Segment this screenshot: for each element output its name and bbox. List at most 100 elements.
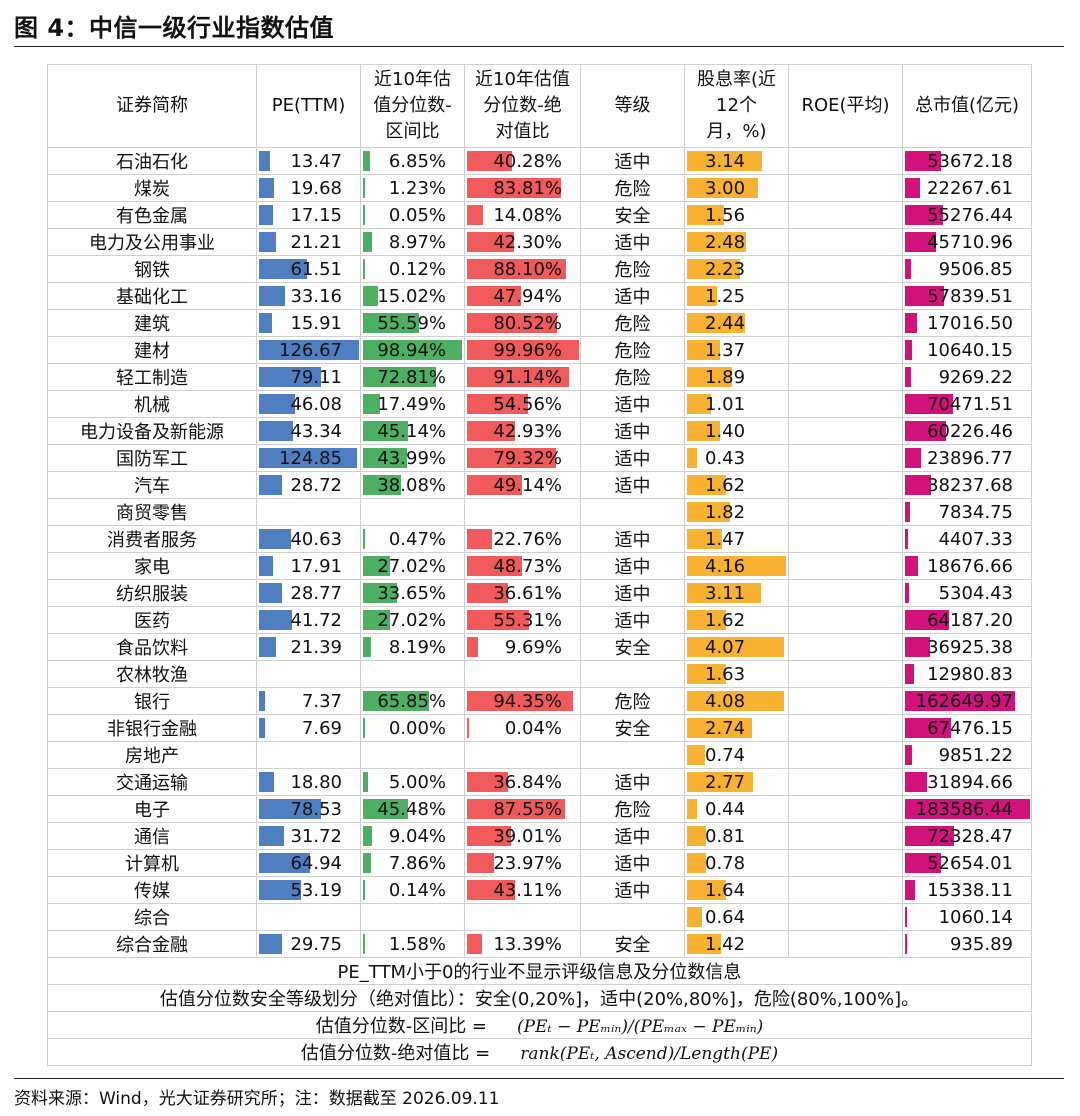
cell-grade: 适中 [580,282,685,310]
cell-dividend: 4.07 [684,633,789,661]
interval-value: 33.65% [377,582,446,604]
interval-bar [363,610,391,630]
cell-interval: 72.81% [360,363,465,391]
mcap-bar [905,475,931,495]
cell-pe [256,903,361,931]
table-row: 医药 41.72 27.02% 55.31% 适中 1.62 64187.20 [47,606,1032,634]
cell-grade: 危险 [580,336,685,364]
cell-pe: 19.68 [256,174,361,202]
cell-roe [788,444,903,472]
absolute-value: 39.01% [493,825,562,847]
dividend-value: 1.64 [705,879,746,901]
dividend-bar [687,448,698,468]
pe-bar [259,178,275,198]
dividend-value: 0.64 [705,906,746,928]
cell-grade [580,903,685,931]
table-row: 农林牧渔 1.63 12980.83 [47,660,1032,688]
cell-dividend: 2.44 [684,309,789,337]
cell-interval: 8.97% [360,228,465,256]
cell-interval: 1.23% [360,174,465,202]
absolute-bar [467,178,561,198]
interval-value: 98.94% [377,339,446,361]
table-row: 电力设备及新能源 43.34 45.14% 42.93% 适中 1.40 60226.46 [47,417,1032,445]
cell-mcap: 67476.15 [902,714,1032,742]
cell-roe [788,822,903,850]
cell-name: 房地产 [47,741,257,769]
cell-dividend: 2.48 [684,228,789,256]
col-header-mcap: 总市值(亿元) [902,64,1032,148]
absolute-value: 36.84% [493,771,562,793]
cell-roe [788,741,903,769]
cell-pe: 7.69 [256,714,361,742]
mcap-value: 4407.33 [938,528,1013,550]
pe-bar [259,880,301,900]
pe-value: 124.85 [279,447,342,469]
cell-name: 综合金融 [47,930,257,958]
mcap-bar [905,313,917,333]
cell-dividend: 0.74 [684,741,789,769]
dividend-value: 0.81 [705,825,746,847]
absolute-value: 49.14% [493,474,562,496]
mcap-bar [905,853,941,873]
interval-bar [363,718,365,738]
cell-grade: 安全 [580,201,685,229]
mcap-bar [905,637,931,657]
cell-mcap: 38237.68 [902,471,1032,499]
cell-interval: 1.58% [360,930,465,958]
cell-interval: 7.86% [360,849,465,877]
cell-pe: 15.91 [256,309,361,337]
absolute-bar [467,259,566,279]
table-row: 房地产 0.74 9851.22 [47,741,1032,769]
dividend-bar [687,799,698,819]
cell-name: 食品饮料 [47,633,257,661]
interval-bar [363,178,365,198]
cell-roe [788,579,903,607]
cell-mcap: 15338.11 [902,876,1032,904]
cell-roe [788,498,903,526]
interval-bar [363,286,379,306]
absolute-value: 13.39% [493,933,562,955]
mcap-bar [905,880,916,900]
absolute-value: 99.96% [493,339,562,361]
mcap-value: 70471.51 [927,393,1013,415]
dividend-bar [687,556,787,576]
mcap-bar [905,502,911,522]
cell-pe: 17.91 [256,552,361,580]
pe-bar [259,556,274,576]
pe-bar [259,421,294,441]
cell-pe: 21.39 [256,633,361,661]
cell-grade: 适中 [580,876,685,904]
absolute-value: 23.97% [493,852,562,874]
pe-value: 31.72 [290,825,342,847]
absolute-value: 91.14% [493,366,562,388]
cell-roe [788,255,903,283]
cell-name: 电子 [47,795,257,823]
pe-value: 21.21 [290,231,342,253]
mcap-value: 10640.15 [927,339,1013,361]
interval-value: 17.49% [377,393,446,415]
cell-grade: 适中 [580,417,685,445]
pe-bar [259,772,274,792]
cell-name: 基础化工 [47,282,257,310]
cell-name: 医药 [47,606,257,634]
cell-roe [788,147,903,175]
cell-grade: 危险 [580,309,685,337]
cell-pe: 64.94 [256,849,361,877]
interval-bar [363,772,368,792]
cell-roe [788,633,903,661]
dividend-bar [687,826,707,846]
cell-mcap: 4407.33 [902,525,1032,553]
cell-pe: 7.37 [256,687,361,715]
cell-roe [788,471,903,499]
cell-roe [788,714,903,742]
cell-pe: 46.08 [256,390,361,418]
interval-value: 43.99% [377,447,446,469]
mcap-value: 60226.46 [927,420,1013,442]
interval-value: 5.00% [388,771,446,793]
cell-grade: 适中 [580,228,685,256]
dividend-value: 4.08 [705,690,746,712]
cell-interval [360,741,465,769]
absolute-bar [467,529,493,549]
table-row: 纺织服装 28.77 33.65% 36.61% 适中 3.11 5304.43 [47,579,1032,607]
table-row: 电力及公用事业 21.21 8.97% 42.30% 适中 2.48 45710.96 [47,228,1032,256]
